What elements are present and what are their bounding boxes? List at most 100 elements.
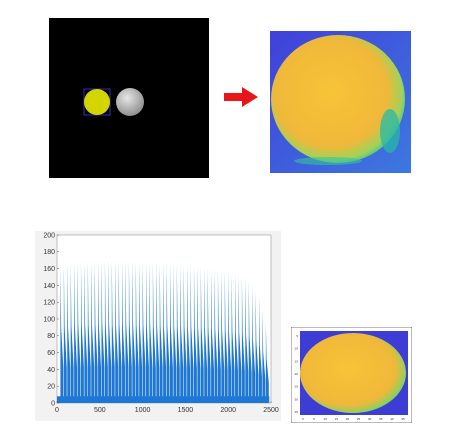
histogram-bar	[108, 260, 112, 403]
thumbnail-heatmap: 0 5 10 15 20 25 30 35 40 45 5 10 15 20 25 30 35	[291, 327, 412, 423]
histogram-bar	[163, 262, 167, 403]
histogram-bar	[235, 273, 238, 403]
x-tick-label: 2000	[220, 407, 236, 414]
source-image	[49, 18, 209, 178]
histogram-bar	[122, 260, 125, 403]
histogram-bar	[187, 264, 191, 403]
thumb-disc	[300, 333, 406, 413]
y-tick-label: 200	[43, 232, 55, 239]
histogram-bar	[207, 267, 211, 403]
histogram-bar	[80, 261, 84, 403]
thumb-x-tick-label: 5	[313, 417, 315, 421]
histogram-bar	[193, 265, 197, 403]
histogram-bar	[214, 269, 218, 403]
grey-circle	[116, 88, 144, 116]
bars-group	[57, 260, 270, 403]
x-tick-label: 2500	[263, 407, 279, 414]
thumb-x-tick-label: 30	[368, 417, 372, 421]
histogram-bar	[63, 264, 67, 403]
histogram-bar	[67, 263, 71, 403]
x-tick-label: 0	[55, 407, 59, 414]
histogram-bar	[146, 261, 149, 403]
histogram-bar	[139, 261, 143, 403]
x-tick-label: 1500	[178, 407, 194, 414]
x-tick-label: 500	[94, 407, 106, 414]
histogram-bar	[252, 285, 256, 403]
thumb-y-tick-label: 15	[295, 359, 299, 363]
y-axis: 0 20 40 60 80 100 120 140 160 180 200	[43, 232, 59, 407]
histogram-bar	[221, 270, 225, 403]
yellow-circle	[84, 89, 110, 115]
histogram-bar	[84, 261, 88, 403]
histogram-chart: 0 20 40 60 80 100 120 140 160 180 200 0 500 1000 1500…	[35, 231, 281, 421]
thumb-x-tick-label: 35	[379, 417, 383, 421]
histogram-svg: 0 20 40 60 80 100 120 140 160 180 200 0 500 1000 1500…	[35, 231, 281, 421]
thumb-y-tick-label: 20	[295, 372, 299, 376]
histogram-bar	[142, 261, 146, 403]
histogram-bar	[224, 271, 228, 403]
y-tick-label: 40	[47, 367, 55, 374]
histogram-bar	[197, 265, 201, 403]
thumb-y-tick-label: 10	[295, 347, 299, 351]
histogram-bar	[238, 274, 242, 403]
histogram-bar	[60, 265, 64, 403]
y-tick-label: 120	[43, 300, 55, 307]
histogram-bar	[173, 263, 177, 403]
thumb-y-tick-label: 30	[295, 397, 299, 401]
thumb-y-axis: 5 10 15 20 25 30 35	[295, 334, 299, 414]
histogram-bar	[74, 261, 78, 403]
histogram-bar	[94, 260, 98, 403]
histogram-bar	[132, 260, 136, 403]
histogram-bar	[159, 262, 163, 403]
histogram-bar	[265, 322, 269, 403]
histogram-bar	[152, 261, 156, 403]
histogram-bar	[262, 309, 266, 403]
histogram-bar	[211, 268, 214, 403]
histogram-bar	[180, 263, 184, 403]
thumb-x-tick-label: 0	[302, 417, 304, 421]
y-tick-label: 20	[47, 384, 55, 391]
histogram-bar	[70, 262, 74, 403]
thumb-y-tick-label: 35	[295, 410, 299, 414]
histogram-bar	[118, 260, 122, 403]
thumb-x-tick-label: 45	[401, 417, 405, 421]
histogram-bar	[135, 260, 139, 403]
histogram-bar	[217, 269, 221, 403]
histogram-bar	[87, 260, 91, 403]
histogram-bar	[156, 262, 160, 403]
histogram-bar	[91, 260, 95, 403]
histogram-bar	[259, 296, 262, 403]
histogram-bar	[98, 260, 101, 403]
thumb-x-tick-label: 15	[335, 417, 339, 421]
histogram-bar	[248, 281, 252, 403]
thumb-x-tick-label: 25	[357, 417, 361, 421]
histogram-bar	[125, 260, 129, 403]
histogram-bar	[101, 260, 105, 403]
thumb-x-tick-label: 10	[324, 417, 328, 421]
histogram-bar	[231, 272, 235, 403]
histogram-bar	[204, 267, 208, 403]
histogram-bar	[111, 260, 115, 403]
histogram-bar	[149, 261, 153, 403]
y-tick-label: 0	[51, 400, 55, 407]
histogram-bar	[241, 275, 245, 403]
y-tick-label: 80	[47, 333, 55, 340]
x-tick-label: 1000	[135, 407, 151, 414]
y-tick-label: 60	[47, 350, 55, 357]
histogram-bar	[166, 262, 170, 403]
y-tick-label: 180	[43, 249, 55, 256]
x-axis: 0 500 1000 1500 2000 2500	[55, 401, 279, 414]
histogram-bar	[255, 290, 259, 403]
histogram-bar	[245, 277, 249, 403]
y-tick-label: 160	[43, 266, 55, 273]
histogram-bar	[169, 263, 173, 403]
thumb-x-tick-label: 20	[346, 417, 350, 421]
thumb-x-tick-label: 40	[390, 417, 394, 421]
source-image-canvas	[49, 18, 209, 178]
thumb-x-axis: 0 5 10 15 20 25 30 35 40 45	[302, 417, 405, 421]
heatmap-disc	[271, 35, 405, 163]
histogram-bar	[77, 261, 81, 403]
histogram-bar	[176, 263, 180, 403]
thumb-y-tick-label: 25	[295, 385, 299, 389]
y-tick-label: 100	[43, 316, 55, 323]
